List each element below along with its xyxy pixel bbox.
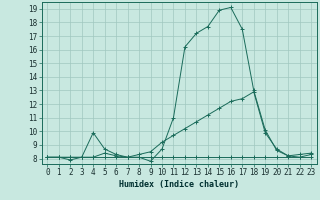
X-axis label: Humidex (Indice chaleur): Humidex (Indice chaleur)	[119, 180, 239, 189]
